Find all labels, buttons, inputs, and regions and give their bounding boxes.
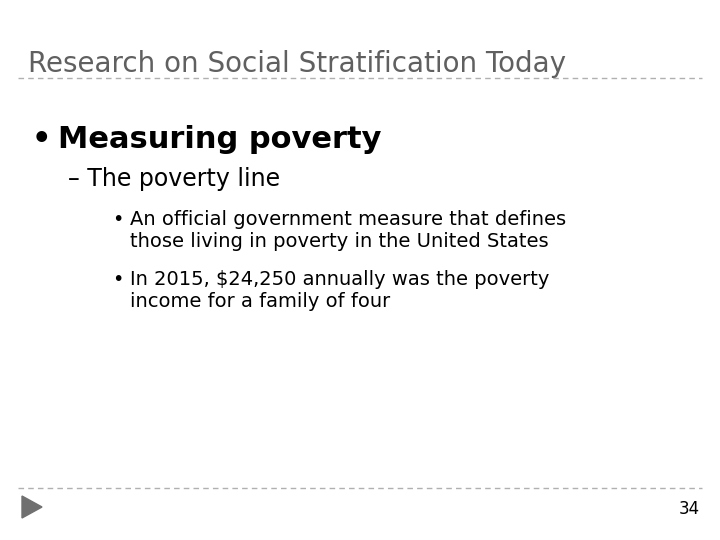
Text: An official government measure that defines: An official government measure that defi… [130, 210, 566, 229]
Text: Measuring poverty: Measuring poverty [58, 125, 382, 154]
Text: those living in poverty in the United States: those living in poverty in the United St… [130, 232, 549, 251]
Text: In 2015, $24,250 annually was the poverty: In 2015, $24,250 annually was the povert… [130, 270, 549, 289]
Text: •: • [32, 125, 52, 154]
Text: income for a family of four: income for a family of four [130, 292, 390, 311]
Text: •: • [112, 270, 123, 289]
Text: Research on Social Stratification Today: Research on Social Stratification Today [28, 50, 566, 78]
Text: 34: 34 [679, 500, 700, 518]
Text: – The poverty line: – The poverty line [68, 167, 280, 191]
Text: •: • [112, 210, 123, 229]
Polygon shape [22, 496, 42, 518]
